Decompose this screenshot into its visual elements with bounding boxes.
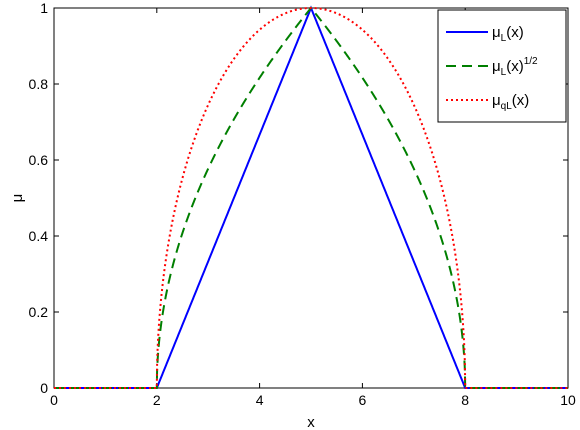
x-tick-label: 10 xyxy=(560,392,576,408)
y-tick-label: 0.8 xyxy=(29,76,49,92)
x-axis-label: x xyxy=(307,414,315,430)
x-tick-label: 0 xyxy=(50,392,58,408)
y-tick-label: 1 xyxy=(40,0,48,16)
x-tick-label: 8 xyxy=(461,392,469,408)
y-tick-label: 0.2 xyxy=(29,304,49,320)
y-tick-label: 0.6 xyxy=(29,152,49,168)
series-layer xyxy=(54,5,568,389)
x-tick-label: 4 xyxy=(256,392,264,408)
legend: μL(x) μL(x)1/2 μqL(x) xyxy=(437,9,567,123)
legend-label-3: μqL(x) xyxy=(492,92,529,112)
legend-label-1: μL(x) xyxy=(492,24,524,44)
x-tick-label: 6 xyxy=(359,392,367,408)
series-line-3 xyxy=(54,7,568,389)
y-axis-label: μ xyxy=(9,194,26,203)
y-tick-label: 0 xyxy=(40,380,48,396)
legend-box xyxy=(437,9,567,123)
legend-label-2: μL(x)1/2 xyxy=(492,56,538,78)
x-tick-label: 2 xyxy=(153,392,161,408)
y-tick-label: 0.4 xyxy=(29,228,49,244)
